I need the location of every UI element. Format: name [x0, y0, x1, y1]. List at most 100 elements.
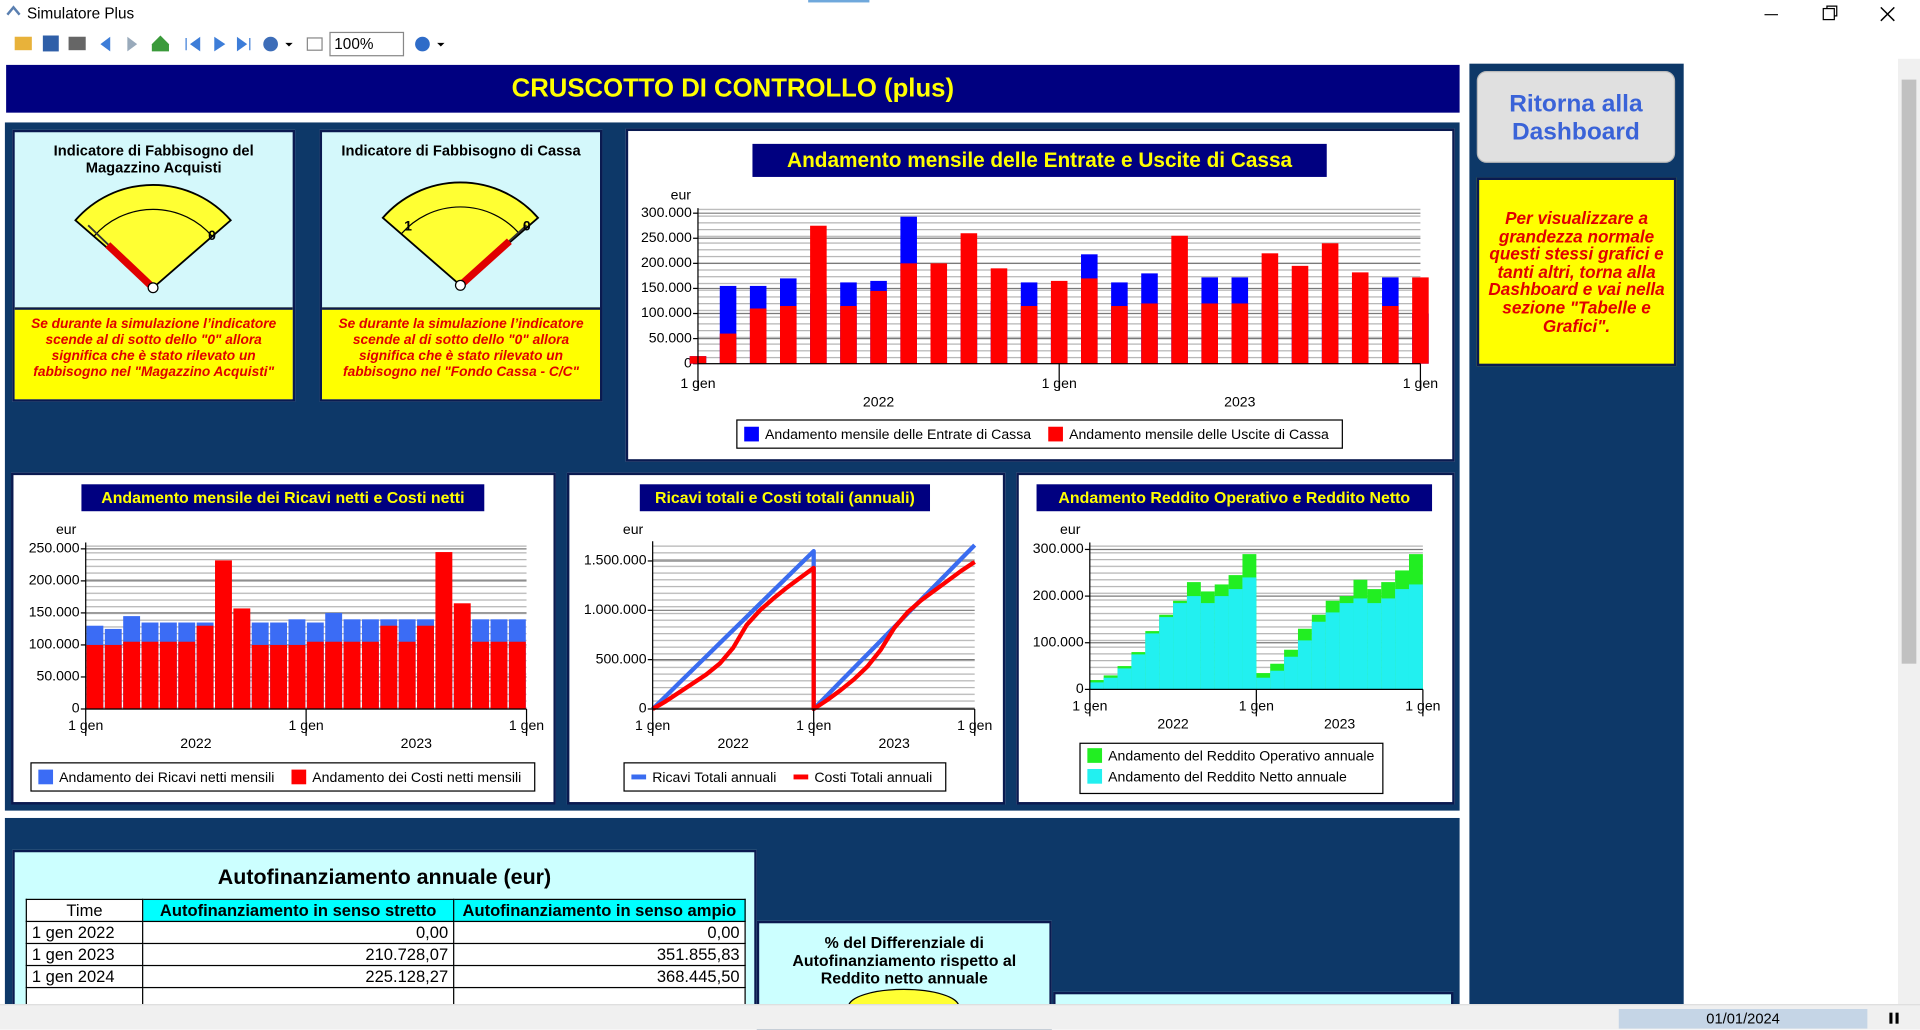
- legend-label: Andamento mensile delle Uscite di Cassa: [1069, 426, 1329, 442]
- y-tick-label: 1.000.000: [584, 601, 647, 617]
- y-tick-label: 250.000: [641, 229, 692, 245]
- scrollbar[interactable]: [1897, 58, 1920, 1005]
- page-icon[interactable]: [306, 37, 323, 51]
- column-header: Autofinanziamento in senso ampio: [453, 898, 746, 923]
- forward-icon[interactable]: [127, 36, 138, 52]
- x-tick-label: 1 gen: [680, 375, 715, 391]
- zoom-combobox[interactable]: 100%: [329, 31, 405, 57]
- gauge-title: Indicatore di Fabbisogno del Magazzino A…: [53, 142, 254, 177]
- first-icon[interactable]: [185, 36, 201, 52]
- legend-label: Andamento mensile delle Entrate di Cassa: [765, 426, 1031, 442]
- bar: [1325, 612, 1340, 690]
- ratio-title: % del Differenziale di Autofinanziamento…: [792, 933, 1017, 987]
- bar: [1353, 598, 1368, 690]
- bar: [1145, 633, 1160, 690]
- legend-label: Ricavi Totali annuali: [652, 769, 776, 785]
- dropdown-arrow[interactable]: [285, 42, 293, 47]
- y-axis-label: eur: [56, 521, 77, 537]
- y-tick-label: 150.000: [641, 279, 692, 295]
- note-text: Per visualizzare a grandezza normale que…: [1488, 208, 1665, 335]
- bar: [417, 625, 434, 709]
- y-tick-label: 300.000: [641, 204, 692, 220]
- bar: [1117, 668, 1132, 690]
- bar: [1214, 596, 1229, 690]
- y-tick-label: 200.000: [29, 572, 80, 588]
- bar: [1261, 253, 1279, 364]
- bar: [1050, 280, 1068, 364]
- window-controls[interactable]: [1758, 5, 1905, 25]
- chart: Ricavi totali e Costi totali (annuali) eu…: [584, 483, 992, 792]
- print-icon[interactable]: [68, 36, 86, 51]
- dropdown-arrow[interactable]: [437, 42, 445, 47]
- status-bar: 01/01/2024: [0, 1004, 1920, 1030]
- bar: [1351, 272, 1369, 364]
- ratio-gauge: [847, 988, 960, 1008]
- x-tick-label: 1 gen: [635, 717, 670, 733]
- y-tick-label: 100.000: [1033, 633, 1084, 649]
- bar: [1339, 603, 1354, 690]
- bar: [306, 641, 324, 709]
- date-text: 01/01/2024: [1706, 1010, 1780, 1028]
- bar: [1201, 303, 1218, 364]
- bar: [1381, 598, 1396, 690]
- y-tick-label: 0: [684, 354, 692, 370]
- back-icon[interactable]: [100, 36, 111, 52]
- bar: [141, 641, 159, 709]
- user-icon[interactable]: [263, 36, 278, 52]
- back-button[interactable]: Ritorna alla Dashboard: [1476, 71, 1676, 163]
- last-icon[interactable]: [236, 36, 251, 52]
- restore[interactable]: [1822, 7, 1835, 21]
- bar: [1382, 305, 1399, 364]
- info-icon[interactable]: [415, 36, 430, 52]
- open-icon[interactable]: [14, 36, 32, 51]
- bar: [1395, 589, 1409, 690]
- table-panel: Autofinanziamento annuale (eur) Time Aut…: [12, 849, 757, 1022]
- gauge-scale: [93, 208, 213, 237]
- bar: [1020, 305, 1038, 364]
- legend-symbol: [38, 769, 54, 785]
- legend-box: [30, 762, 536, 792]
- bar: [1081, 278, 1098, 364]
- bar: [1159, 617, 1174, 690]
- bar: [960, 233, 978, 364]
- y-tick-label: 300.000: [1033, 540, 1084, 556]
- chart-title-box: [751, 142, 1328, 179]
- pause-icon[interactable]: [1886, 1010, 1903, 1027]
- gauge-needle: [457, 238, 512, 289]
- plot-background: [85, 542, 527, 709]
- bar: [472, 641, 490, 709]
- gauge-scale-label: 1: [404, 217, 412, 233]
- scroll-thumb[interactable]: [1901, 79, 1917, 664]
- save-icon[interactable]: [42, 35, 59, 52]
- chart-title-box: [638, 483, 932, 513]
- legend-label: Costi Totali annuali: [814, 769, 932, 785]
- legend-label: Andamento dei Costi netti mensili: [312, 769, 521, 785]
- gauge-scale-label: 0: [208, 227, 216, 243]
- window-title: Simulatore Plus: [26, 4, 135, 23]
- play-icon[interactable]: [214, 36, 226, 52]
- y-tick-label: 250.000: [29, 540, 80, 556]
- y-axis-label: eur: [671, 187, 692, 203]
- y-tick-label: 50.000: [649, 329, 692, 345]
- app-icon: [5, 4, 22, 27]
- legend-label: Andamento dei Ricavi netti mensili: [59, 769, 274, 785]
- status-date: 01/01/2024: [1618, 1008, 1868, 1029]
- gauge: 0: [74, 184, 232, 294]
- chart-title: Andamento mensile delle Entrate e Uscite…: [787, 149, 1293, 172]
- gauge: 1 0: [381, 181, 540, 291]
- chart-title: Andamento mensile dei Ricavi netti e Cos…: [101, 490, 464, 507]
- bar: [810, 225, 827, 364]
- home-icon[interactable]: [151, 35, 169, 52]
- close[interactable]: [1880, 6, 1895, 22]
- gauge-needle: [105, 242, 156, 291]
- cell: 225.128,27: [142, 964, 455, 989]
- bar: [1103, 677, 1118, 690]
- y-tick-label: 100.000: [641, 304, 692, 320]
- bar: [86, 644, 104, 709]
- x-year-label: 2023: [1324, 716, 1355, 732]
- x-tick-label: 1 gen: [1239, 697, 1274, 713]
- data-table: Time Autofinanziamento in senso stretto …: [25, 898, 746, 1011]
- chart-title: Andamento Reddito Operativo e Reddito Ne…: [1058, 490, 1410, 507]
- bar: [288, 644, 306, 709]
- bar: [270, 644, 288, 709]
